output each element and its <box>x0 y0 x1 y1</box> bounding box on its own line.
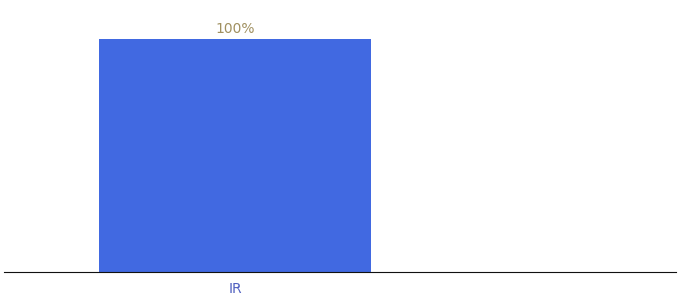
Bar <box>99 39 371 272</box>
Text: 100%: 100% <box>216 22 255 36</box>
